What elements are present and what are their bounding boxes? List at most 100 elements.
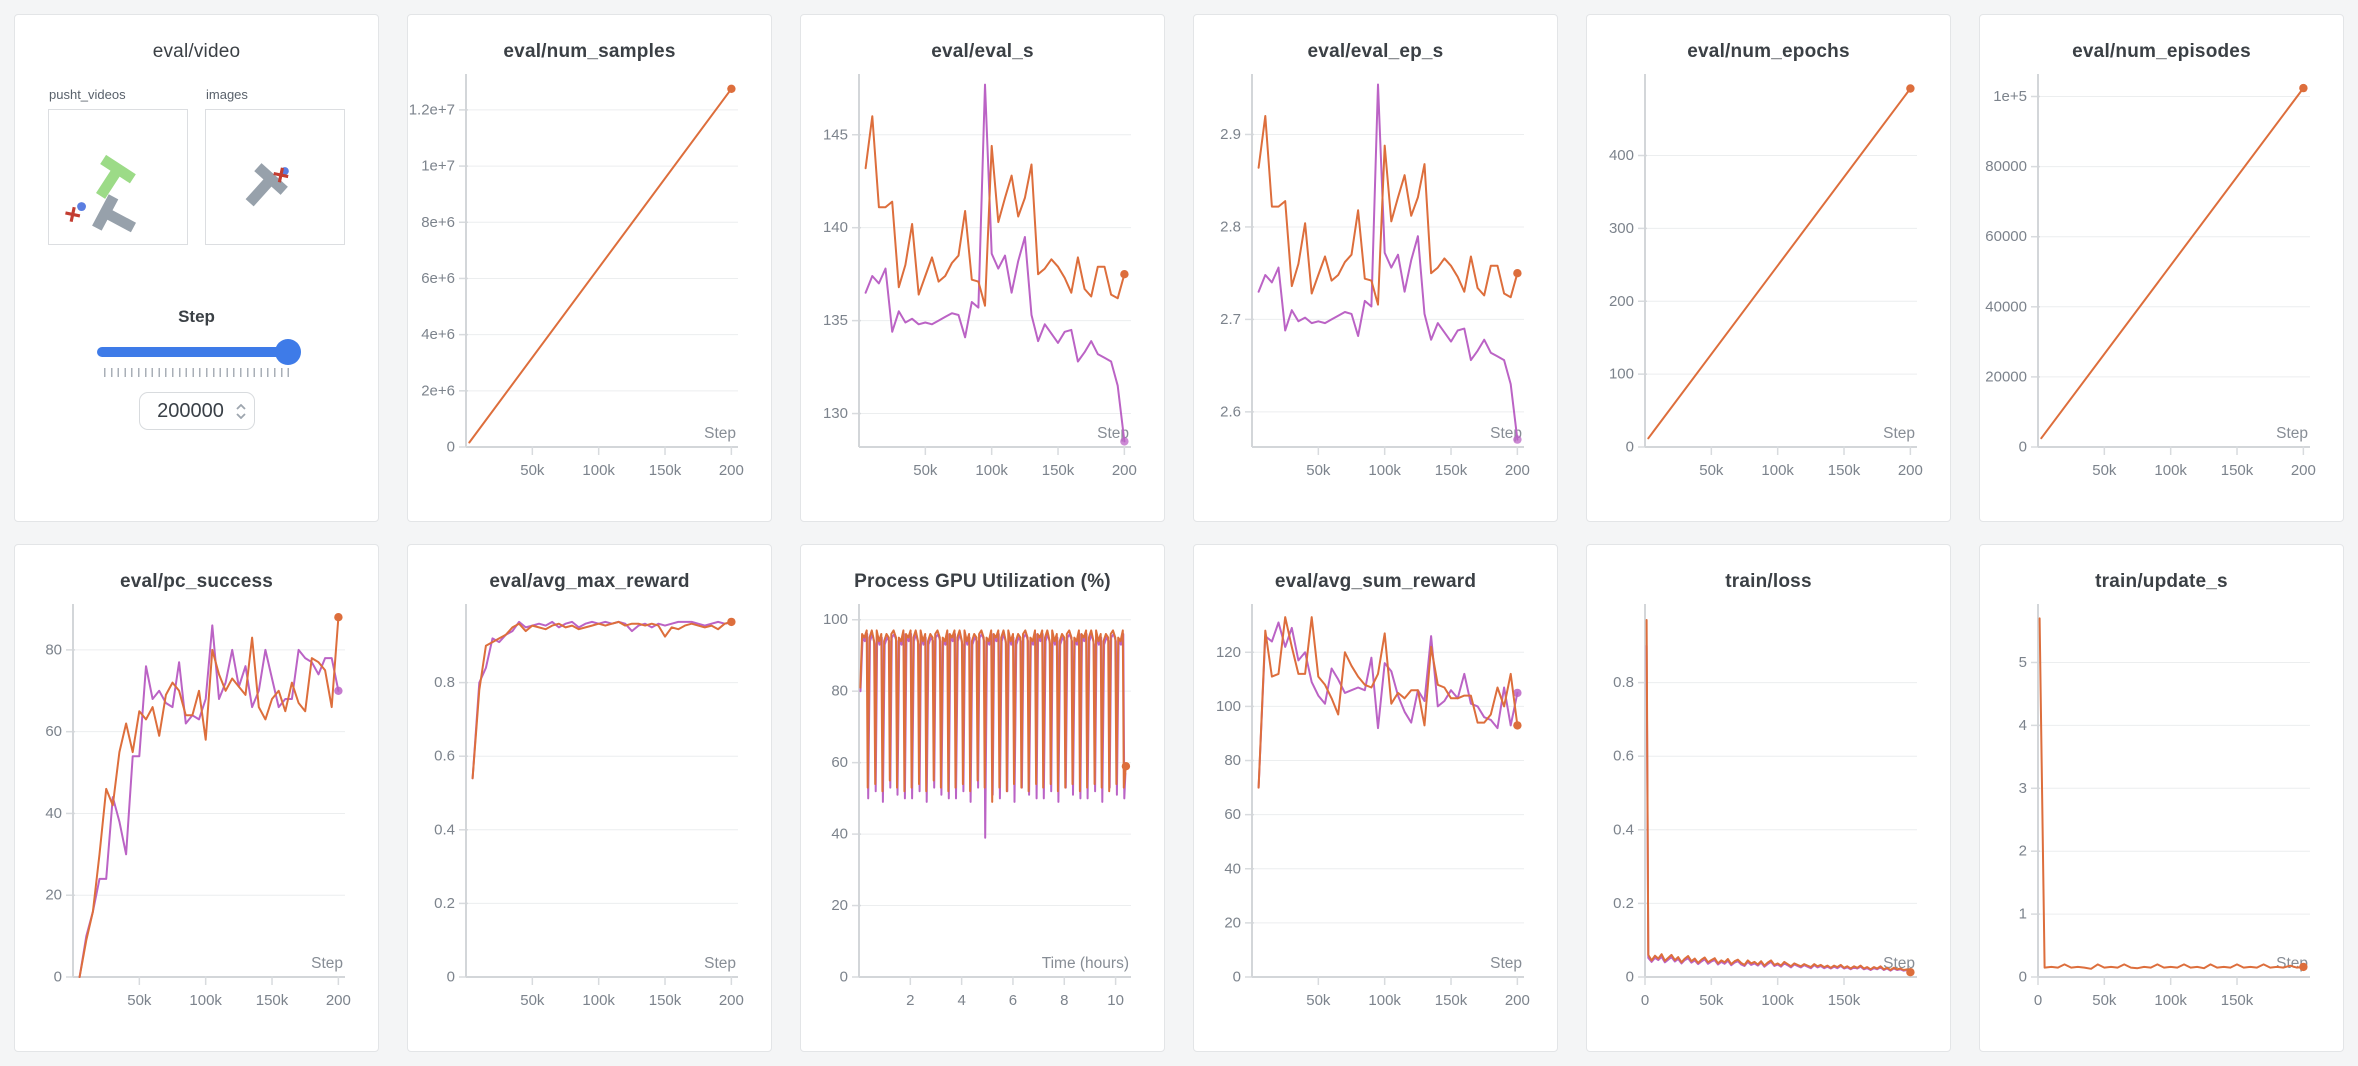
series-end-dot-orange-run <box>1120 270 1129 279</box>
slider-ticks <box>103 368 290 377</box>
x-tick-label: 50k <box>1699 992 1724 1009</box>
x-tick-label: 50k <box>127 992 152 1009</box>
step-decrement-button[interactable] <box>235 412 246 419</box>
y-tick-label: 135 <box>823 312 848 329</box>
chart-title: train/update_s <box>2095 571 2228 592</box>
series-end-dot-orange-run <box>1121 762 1131 771</box>
x-tick-label: 150k <box>2221 462 2254 479</box>
chart-canvas[interactable]: 130 135 140 145 50k 100k 150k 200 Step <box>801 67 1142 495</box>
chart-title: eval/avg_sum_reward <box>1274 571 1477 592</box>
chart-canvas[interactable]: 0 20 40 60 80 100 2 4 6 8 10 Time (hours) <box>801 597 1142 1025</box>
step-input[interactable] <box>139 399 254 423</box>
x-tick-label: 50k <box>2092 992 2117 1009</box>
chart-title: eval/eval_s <box>931 41 1034 62</box>
step-slider[interactable] <box>96 339 301 365</box>
y-tick-label: 80 <box>831 683 848 700</box>
y-tick-label: 4 <box>2019 717 2027 734</box>
chart-canvas[interactable]: 0 20000 40000 60000 80000 1e+5 50k 100k 150k 200 S… <box>1980 67 2321 495</box>
step-input-box <box>138 392 255 430</box>
target-cross-icon <box>273 167 289 183</box>
chart-canvas[interactable]: 0 0.2 0.4 0.6 0.8 0 50k 100k 150k Step <box>1587 597 1928 1025</box>
slider-thumb[interactable] <box>274 339 301 365</box>
x-axis-title: Time (hours) <box>1042 955 1129 972</box>
y-tick-label: 120 <box>1216 644 1241 661</box>
y-tick-label: 2e+6 <box>421 382 455 399</box>
y-tick-label: 1 <box>2019 906 2027 923</box>
y-tick-label: 60 <box>831 754 848 771</box>
chart-canvas[interactable]: 0 20 40 60 80 100 120 50k 100k 150k 200 Step <box>1194 597 1535 1025</box>
chart-canvas[interactable]: 0 20 40 60 80 50k 100k 150k 200 Step <box>15 597 356 1025</box>
x-tick-label: 200 <box>719 992 744 1009</box>
y-tick-label: 0 <box>54 969 62 986</box>
x-tick-label: 6 <box>1009 992 1017 1009</box>
gray-t-shape <box>92 194 137 233</box>
chart-canvas[interactable]: 0 2e+6 4e+6 6e+6 8e+6 1e+7 1.2e+7 50k 100k 150k 20… <box>408 67 749 495</box>
chart-canvas[interactable]: 0 100 200 300 400 50k 100k 150k 200 Step <box>1587 67 1928 495</box>
y-tick-label: 2.7 <box>1220 311 1241 328</box>
series-end-dot-orange-run <box>1906 968 1915 977</box>
pusht-scene <box>65 154 137 233</box>
chart-panel: eval/num_episodes 0 20000 40000 60000 80000 1e… <box>1979 14 2344 522</box>
chevron-down-icon <box>235 412 246 419</box>
chart-panel: Process GPU Utilization (%) 0 20 40 60 80 100 2… <box>800 544 1165 1052</box>
slider-track[interactable] <box>96 347 297 357</box>
series-line-purple-run <box>471 620 733 780</box>
series-line-orange-run <box>864 115 1126 307</box>
thumb-label-pusht-videos: pusht_videos <box>49 87 126 102</box>
chart-panel: eval/eval_s 130 135 140 145 50k 100k 150k 200 Ste… <box>800 14 1165 522</box>
step-increment-button[interactable] <box>235 403 246 410</box>
y-tick-label: 20000 <box>1985 368 2027 385</box>
series-line-orange-run <box>471 620 733 780</box>
x-tick-label: 150k <box>1435 462 1468 479</box>
series-end-dot-orange-run <box>727 617 736 627</box>
chart-canvas[interactable]: 0 0.2 0.4 0.6 0.8 50k 100k 150k 200 Step <box>408 597 749 1025</box>
x-tick-label: 150k <box>1828 462 1861 479</box>
series-end-dot-purple-run <box>1513 688 1522 698</box>
series-line-orange-run <box>859 629 1127 803</box>
chart-panel: train/loss 0 0.2 0.4 0.6 0.8 0 50k 100k 150k Step <box>1586 544 1951 1052</box>
gray-t-shape <box>245 163 288 207</box>
y-tick-label: 100 <box>823 611 848 628</box>
x-axis-title: Step <box>2276 425 2308 442</box>
series-end-dot-orange-run <box>2299 962 2308 972</box>
x-tick-label: 4 <box>957 992 965 1009</box>
x-tick-label: 100k <box>582 462 615 479</box>
pusht-video-thumbnail[interactable] <box>48 109 188 245</box>
chart-panel: eval/avg_max_reward 0 0.2 0.4 0.6 0.8 50k 100k 1… <box>407 544 772 1052</box>
y-tick-label: 2.6 <box>1220 403 1241 420</box>
x-axis-title: Step <box>1490 955 1522 972</box>
y-tick-label: 0.6 <box>434 748 455 765</box>
x-tick-label: 50k <box>1699 462 1724 479</box>
x-tick-label: 50k <box>520 992 545 1009</box>
y-tick-label: 0.4 <box>434 821 455 838</box>
y-tick-label: 60 <box>1224 806 1241 823</box>
video-thumb-pusht-videos: pusht_videos <box>48 87 188 245</box>
chart-title: eval/num_episodes <box>2072 41 2251 62</box>
series-end-dot-orange-run <box>1906 84 1915 93</box>
y-tick-label: 60 <box>45 723 62 740</box>
agent-dot <box>77 202 86 211</box>
y-tick-label: 60000 <box>1985 228 2027 245</box>
y-tick-label: 0 <box>840 969 848 986</box>
series-end-dot-orange-run <box>727 84 736 93</box>
x-tick-label: 150k <box>1042 462 1075 479</box>
y-tick-label: 0.8 <box>1613 674 1634 691</box>
y-tick-label: 40 <box>831 826 848 843</box>
x-tick-label: 150k <box>256 992 289 1009</box>
y-tick-label: 8e+6 <box>421 214 455 231</box>
step-slider-label: Step <box>178 307 215 326</box>
y-tick-label: 300 <box>1609 220 1634 237</box>
y-tick-label: 400 <box>1609 147 1634 164</box>
series-line-orange-run <box>1257 616 1519 789</box>
y-tick-label: 2.9 <box>1220 126 1241 143</box>
x-tick-label: 2 <box>906 992 914 1009</box>
y-tick-label: 100 <box>1609 366 1634 383</box>
x-tick-label: 150k <box>649 462 682 479</box>
x-tick-label: 50k <box>520 462 545 479</box>
images-thumbnail[interactable] <box>205 109 345 245</box>
video-thumbnails-row: pusht_videos <box>15 87 378 245</box>
x-axis-title: Step <box>704 955 736 972</box>
